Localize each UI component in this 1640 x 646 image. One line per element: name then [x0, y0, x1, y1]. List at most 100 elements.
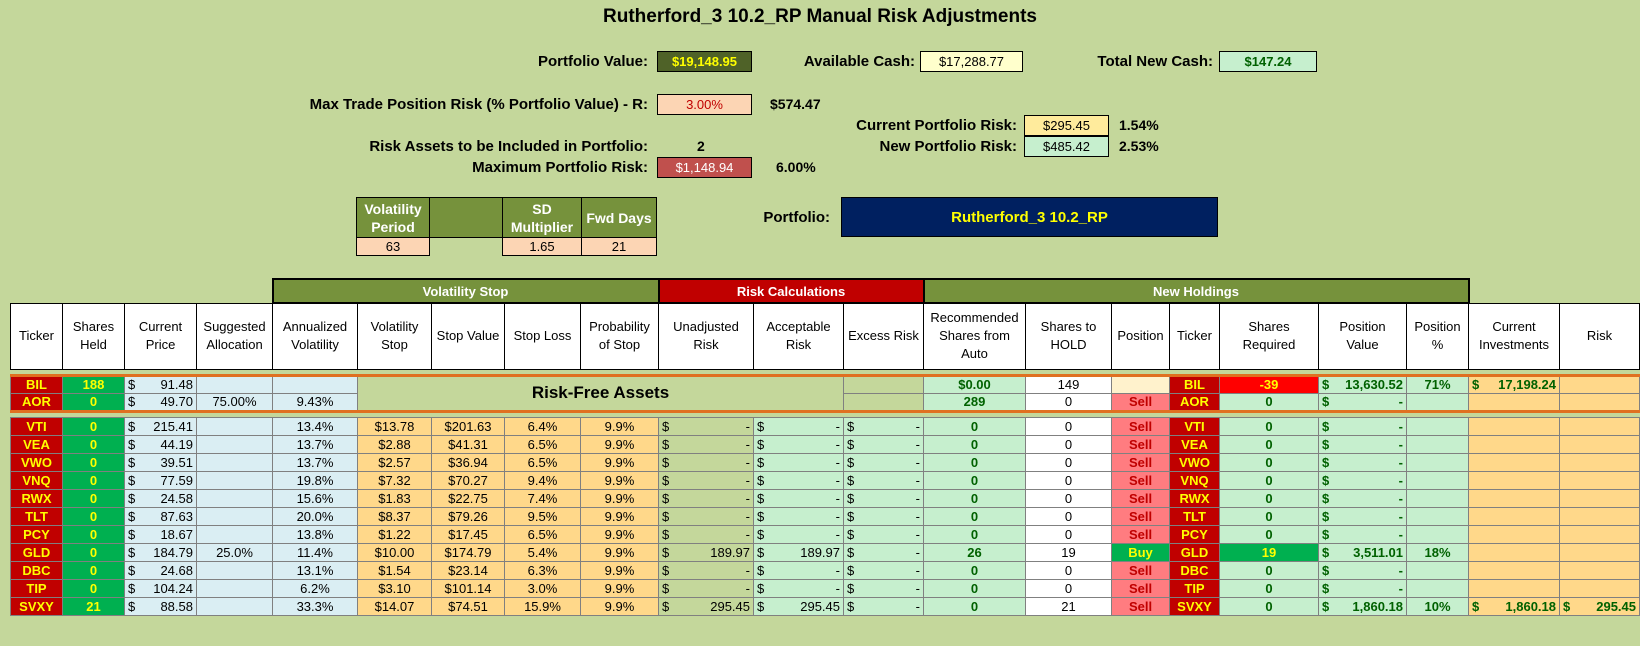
excess-risk-cell[interactable]: $ -: [843, 542, 924, 562]
ticker-cell[interactable]: VTI: [10, 416, 63, 436]
column-header-volatility-stop[interactable]: Volatility Stop: [357, 302, 432, 370]
stop-value-cell[interactable]: $74.51: [431, 596, 505, 616]
annualized-volatility-cell[interactable]: 15.6%: [272, 488, 358, 508]
acceptable-risk-cell[interactable]: $ -: [753, 416, 844, 436]
acceptable-risk-cell[interactable]: $295.45: [753, 596, 844, 616]
position-value-cell[interactable]: $ -: [1318, 434, 1407, 454]
acceptable-risk-cell[interactable]: $ -: [753, 434, 844, 454]
position-value-cell[interactable]: $13,630.52: [1318, 373, 1407, 394]
probability-of-stop-cell[interactable]: 9.9%: [580, 542, 659, 562]
volatility-stop-cell[interactable]: $1.83: [357, 488, 432, 508]
probability-of-stop-cell[interactable]: 9.9%: [580, 470, 659, 490]
risk-cell[interactable]: [1559, 578, 1640, 598]
shares-required-cell[interactable]: 0: [1219, 524, 1319, 544]
current-investments-cell[interactable]: [1468, 452, 1560, 472]
recommended-shares-cell[interactable]: 289: [923, 392, 1026, 412]
stop-loss-cell[interactable]: 15.9%: [504, 596, 581, 616]
excess-risk-cell[interactable]: $ -: [843, 470, 924, 490]
acceptable-risk-cell[interactable]: $ -: [753, 506, 844, 526]
column-header-ticker-2[interactable]: Ticker: [1169, 302, 1220, 370]
excess-risk-cell[interactable]: $ -: [843, 560, 924, 580]
position-value-cell[interactable]: $ -: [1318, 488, 1407, 508]
shares-held-cell[interactable]: 0: [62, 416, 125, 436]
volatility-stop-cell[interactable]: $14.07: [357, 596, 432, 616]
current-price-cell[interactable]: $24.68: [124, 560, 197, 580]
asset-row[interactable]: RWX 0 $24.58 15.6% $1.83 $22.75 7.4% 9.9% $ - $ - $ -…: [10, 488, 1640, 508]
shares-held-cell[interactable]: 188: [62, 373, 125, 394]
shares-held-cell[interactable]: 0: [62, 470, 125, 490]
volatility-stop-cell[interactable]: $1.22: [357, 524, 432, 544]
risk-cell[interactable]: [1559, 524, 1640, 544]
position-value-cell[interactable]: $ -: [1318, 578, 1407, 598]
current-investments-cell[interactable]: [1468, 488, 1560, 508]
asset-row[interactable]: TLT 0 $87.63 20.0% $8.37 $79.26 9.5% 9.9% $ - $ - $ -…: [10, 506, 1640, 526]
position-cell[interactable]: Buy: [1111, 542, 1170, 562]
current-investments-cell[interactable]: [1468, 392, 1560, 412]
unadjusted-risk-cell[interactable]: $ -: [658, 506, 754, 526]
position-cell[interactable]: Sell: [1111, 506, 1170, 526]
annualized-volatility-cell[interactable]: [272, 373, 358, 394]
shares-to-hold-cell[interactable]: 0: [1025, 416, 1112, 436]
probability-of-stop-cell[interactable]: 9.9%: [580, 596, 659, 616]
current-risk[interactable]: $295.45: [1024, 115, 1109, 136]
position-pct-cell[interactable]: [1406, 392, 1469, 412]
position-value-cell[interactable]: $ -: [1318, 560, 1407, 580]
shares-to-hold-cell[interactable]: 0: [1025, 488, 1112, 508]
stop-loss-cell[interactable]: 6.5%: [504, 452, 581, 472]
position-value-cell[interactable]: $ -: [1318, 524, 1407, 544]
ticker-cell[interactable]: SVXY: [10, 596, 63, 616]
volatility-stop-cell[interactable]: $7.32: [357, 470, 432, 490]
recommended-shares-cell[interactable]: 0: [923, 524, 1026, 544]
shares-held-cell[interactable]: 0: [62, 560, 125, 580]
recommended-shares-cell[interactable]: 0: [923, 506, 1026, 526]
volatility-stop-cell[interactable]: $1.54: [357, 560, 432, 580]
current-investments-cell[interactable]: [1468, 578, 1560, 598]
current-price-cell[interactable]: $44.19: [124, 434, 197, 454]
volatility-stop-cell[interactable]: $10.00: [357, 542, 432, 562]
stop-value-cell[interactable]: $101.14: [431, 578, 505, 598]
available-cash[interactable]: $17,288.77: [920, 51, 1023, 72]
ticker-cell[interactable]: DBC: [10, 560, 63, 580]
probability-of-stop-cell[interactable]: 9.9%: [580, 560, 659, 580]
current-price-cell[interactable]: $104.24: [124, 578, 197, 598]
vp-sd[interactable]: 1.65: [502, 237, 582, 256]
column-header-current-investments[interactable]: Current Investments: [1468, 302, 1560, 370]
annualized-volatility-cell[interactable]: 6.2%: [272, 578, 358, 598]
current-investments-cell[interactable]: $17,198.24: [1468, 373, 1560, 394]
probability-of-stop-cell[interactable]: 9.9%: [580, 524, 659, 544]
acceptable-risk-cell[interactable]: $ -: [753, 560, 844, 580]
position-value-cell[interactable]: $ -: [1318, 392, 1407, 412]
position-cell[interactable]: Sell: [1111, 596, 1170, 616]
shares-held-cell[interactable]: 0: [62, 524, 125, 544]
current-price-cell[interactable]: $24.58: [124, 488, 197, 508]
stop-loss-cell[interactable]: 6.5%: [504, 434, 581, 454]
volatility-stop-cell[interactable]: $2.57: [357, 452, 432, 472]
shares-to-hold-cell[interactable]: 21: [1025, 596, 1112, 616]
recommended-shares-cell[interactable]: $0.00: [923, 373, 1026, 394]
suggested-allocation-cell[interactable]: [196, 416, 273, 436]
asset-row[interactable]: SVXY 21 $88.58 33.3% $14.07 $74.51 15.9% 9.9% $2…: [10, 596, 1640, 616]
new-risk[interactable]: $485.42: [1024, 136, 1109, 157]
current-investments-cell[interactable]: [1468, 560, 1560, 580]
annualized-volatility-cell[interactable]: 19.8%: [272, 470, 358, 490]
ticker-cell[interactable]: GLD: [10, 542, 63, 562]
stop-loss-cell[interactable]: 6.4%: [504, 416, 581, 436]
position-value-cell[interactable]: $ -: [1318, 470, 1407, 490]
excess-risk-cell[interactable]: $ -: [843, 578, 924, 598]
column-header-position-[interactable]: Position %: [1406, 302, 1469, 370]
unadjusted-risk-cell[interactable]: $ -: [658, 488, 754, 508]
position-pct-cell[interactable]: [1406, 578, 1469, 598]
unadjusted-risk-cell[interactable]: $295.45: [658, 596, 754, 616]
column-header-shares-required[interactable]: Shares Required: [1219, 302, 1319, 370]
volatility-stop-cell[interactable]: $2.88: [357, 434, 432, 454]
position-cell[interactable]: Sell: [1111, 524, 1170, 544]
suggested-allocation-cell[interactable]: [196, 506, 273, 526]
current-price-cell[interactable]: $215.41: [124, 416, 197, 436]
current-price-cell[interactable]: $49.70: [124, 392, 197, 412]
shares-held-cell[interactable]: 0: [62, 488, 125, 508]
shares-required-cell[interactable]: -39: [1219, 373, 1319, 394]
position-value-cell[interactable]: $1,860.18: [1318, 596, 1407, 616]
suggested-allocation-cell[interactable]: [196, 578, 273, 598]
acceptable-risk-cell[interactable]: $ -: [753, 452, 844, 472]
stop-loss-cell[interactable]: 7.4%: [504, 488, 581, 508]
